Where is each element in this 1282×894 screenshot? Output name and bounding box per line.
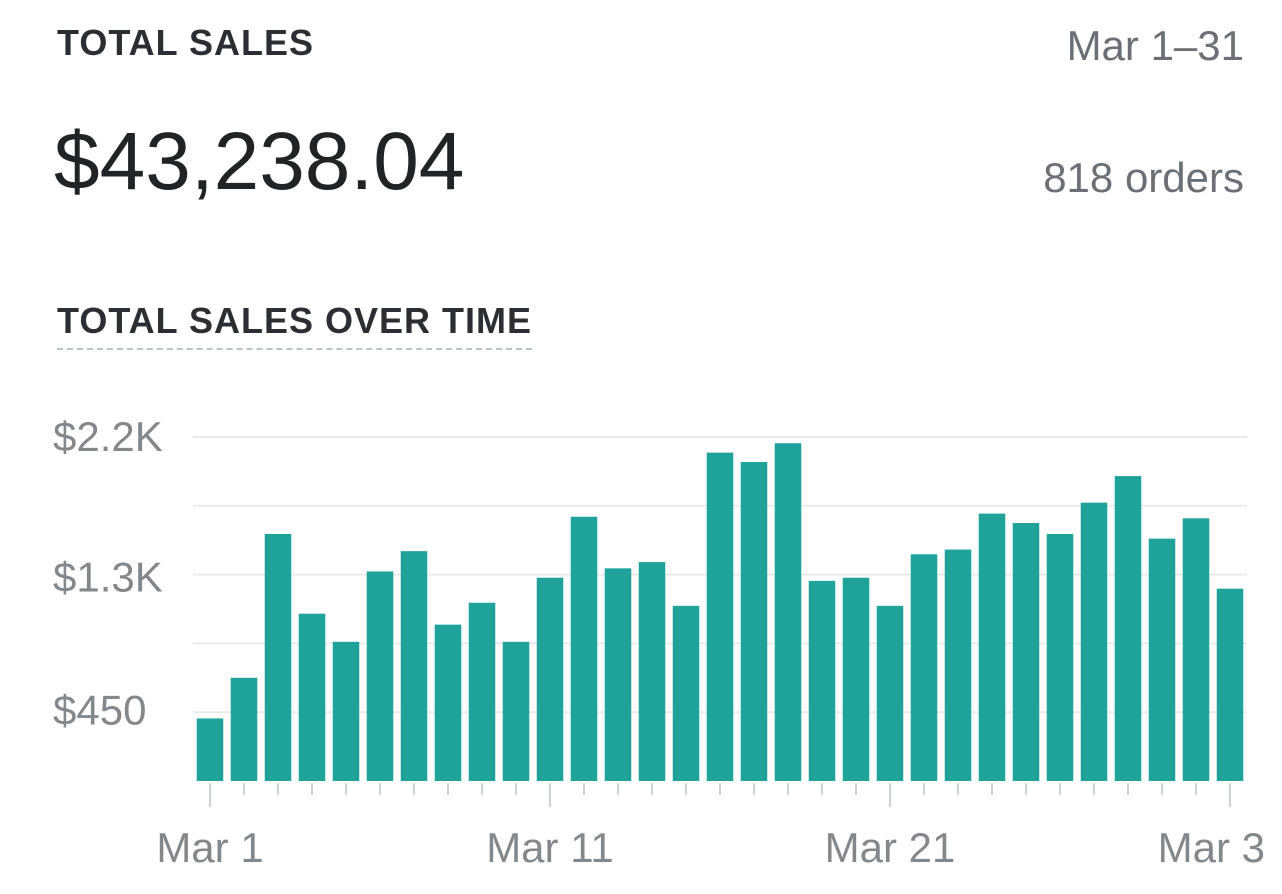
bar-mar-24 <box>978 513 1006 781</box>
bar-mar-2 <box>230 677 258 781</box>
bar-mar-21 <box>876 605 904 781</box>
bar-mar-18 <box>774 443 802 781</box>
total-sales-title: TOTAL SALES <box>57 22 315 63</box>
bar-mar-28 <box>1114 476 1142 781</box>
y-tick-label: $2.2K <box>53 413 163 460</box>
orders-count: 818 orders <box>1043 154 1244 201</box>
y-tick-label: $450 <box>53 687 146 734</box>
bar-mar-23 <box>944 549 972 781</box>
bar-mar-26 <box>1046 533 1074 781</box>
bar-mar-17 <box>740 462 768 781</box>
bar-mar-10 <box>502 641 530 781</box>
bar-mar-29 <box>1148 538 1176 781</box>
bars <box>196 443 1244 781</box>
bar-mar-13 <box>604 568 632 781</box>
bar-mar-15 <box>672 605 700 781</box>
x-tick-label: Mar 1 <box>156 824 263 871</box>
bar-mar-16 <box>706 452 734 781</box>
bar-mar-19 <box>808 580 836 781</box>
bar-mar-4 <box>298 613 326 781</box>
x-tick-label: Mar 21 <box>825 824 956 871</box>
x-tick-label: Mar 11 <box>486 824 614 871</box>
x-tick-label: Mar 3 <box>1158 824 1265 871</box>
tick-labels: $450 $1.3K $2.2K Mar 1 Mar 11 Mar 21 Mar 3 <box>53 413 1265 871</box>
date-range: Mar 1–31 <box>1066 22 1244 69</box>
bar-mar-20 <box>842 577 870 781</box>
bar-mar-8 <box>434 624 462 781</box>
bar-mar-30 <box>1182 518 1210 781</box>
bar-mar-12 <box>570 516 598 781</box>
bar-mar-7 <box>400 551 428 781</box>
x-axis <box>209 783 1231 807</box>
bar-mar-27 <box>1080 502 1108 781</box>
bar-mar-14 <box>638 562 666 781</box>
total-sales-amount: $43,238.04 <box>54 116 465 207</box>
bar-mar-1 <box>196 718 224 781</box>
bar-mar-3 <box>264 533 292 781</box>
bar-mar-5 <box>332 641 360 781</box>
bar-mar-22 <box>910 554 938 781</box>
bar-mar-6 <box>366 571 394 781</box>
bar-mar-11 <box>536 577 564 781</box>
bar-mar-9 <box>468 602 496 781</box>
bar-mar-25 <box>1012 523 1040 781</box>
y-tick-label: $1.3K <box>53 554 163 601</box>
chart-title[interactable]: TOTAL SALES OVER TIME <box>57 300 533 350</box>
bar-mar-31 <box>1216 588 1244 781</box>
